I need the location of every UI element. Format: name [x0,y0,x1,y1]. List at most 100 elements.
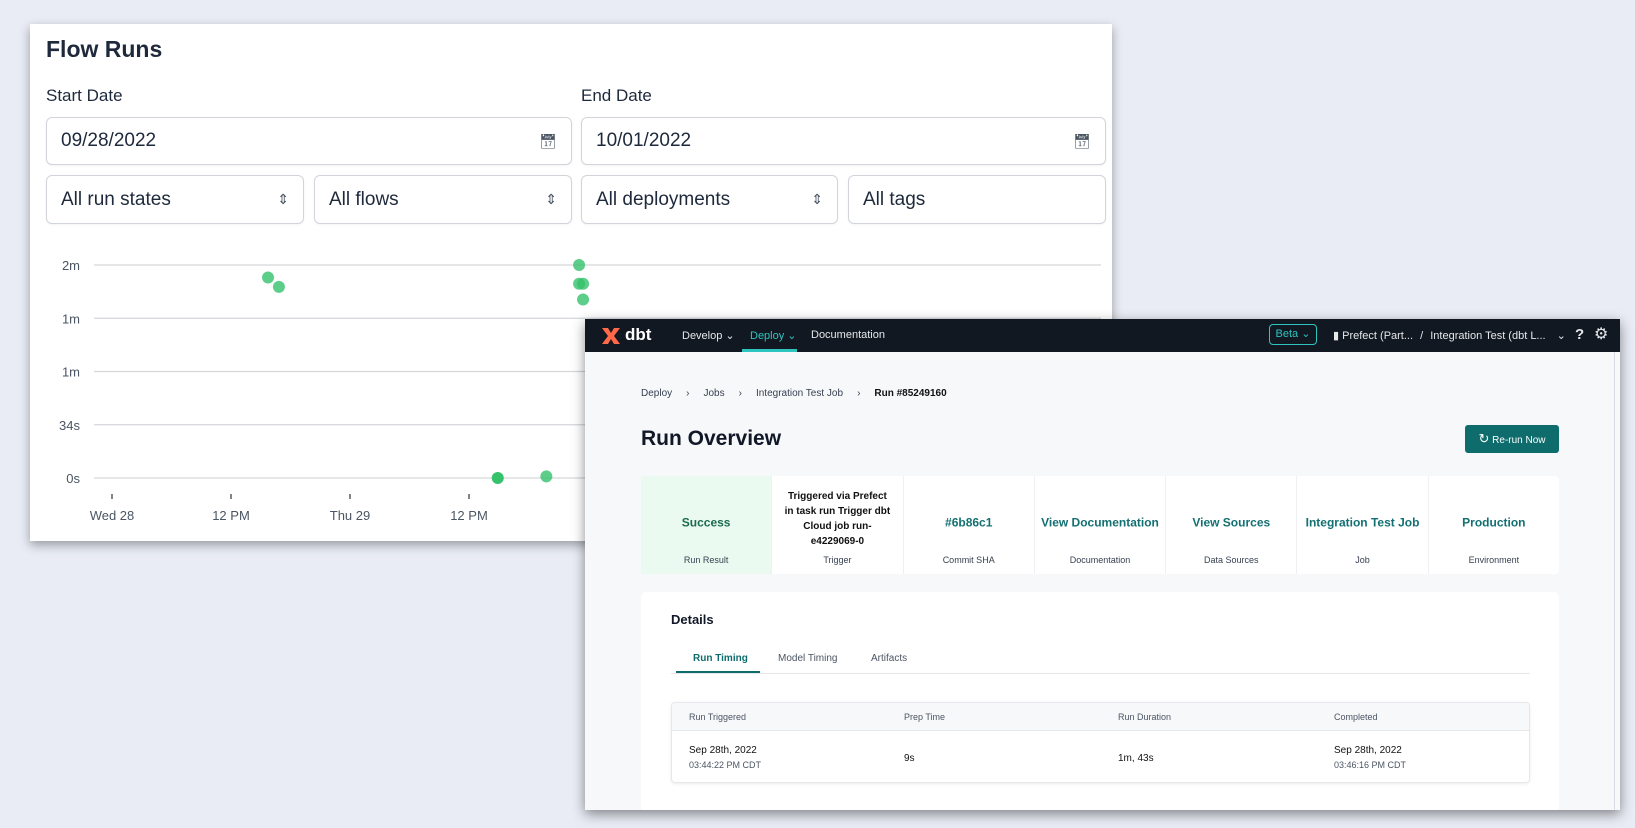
nav-documentation[interactable]: Documentation [811,329,885,341]
y-tick-label: 1m [62,311,80,326]
nav-develop[interactable]: Develop ⌄ [682,330,735,342]
overview-card-documentation[interactable]: View Documentation Documentation [1035,476,1167,574]
breadcrumb-run: Run #85249160 [874,388,947,399]
data-point [262,271,275,284]
dbt-window: dbt Develop ⌄ Deploy ⌄ Documentation Bet… [585,319,1620,810]
top-nav: dbt Develop ⌄ Deploy ⌄ Documentation Bet… [585,319,1620,352]
card-label: Data Sources [1204,555,1259,565]
start-date-value: 09/28/2022 [61,130,157,151]
folder-icon: ▮ [1333,330,1340,342]
breadcrumb-deploy[interactable]: Deploy [641,388,673,399]
table-header [672,703,1529,731]
y-tick-label: 0s [66,471,80,486]
header-completed: Completed [1334,712,1378,722]
deployment-select[interactable]: All deployments ⇕ [581,175,838,224]
calendar-icon[interactable]: 📅︎ [1073,132,1091,149]
card-label: Environment [1468,555,1520,565]
flow-runs-panel: Flow Runs Start Date End Date 09/28/2022… [30,24,1112,541]
x-tick-label: Thu 29 [330,508,370,523]
header-prep-time: Prep Time [904,712,946,722]
card-label: Commit SHA [942,555,995,565]
tags-value: All tags [863,188,926,210]
nav-deploy[interactable]: Deploy ⌄ [750,330,797,342]
card-value[interactable]: View Documentation [1041,515,1159,530]
overview-card-data-sources[interactable]: View Sources Data Sources [1166,476,1298,574]
tabs-divider [671,673,1530,674]
tab-model-timing[interactable]: Model Timing [778,653,838,664]
card-value[interactable]: Integration Test Job [1305,515,1420,530]
help-icon[interactable]: ? [1575,326,1585,343]
x-tick-label: 12 PM [450,508,488,523]
triggered-date: Sep 28th, 2022 [689,745,757,756]
page-title: Flow Runs [46,36,163,62]
breadcrumb: Deploy › Jobs › Integration Test Job › Run … [641,388,947,399]
gear-icon[interactable]: ⚙ [1594,326,1609,343]
tab-run-timing[interactable]: Run Timing [693,653,748,664]
start-date-label: Start Date [46,86,123,105]
up-down-chevron-icon: ⇕ [277,191,289,207]
start-date-input[interactable]: 09/28/2022 📅︎ [46,117,572,165]
end-date-value: 10/01/2022 [596,130,692,151]
card-label: Job [1355,555,1370,565]
chevron-down-icon: ⌄ [1556,330,1566,342]
dbt-logo-text: dbt [625,325,652,344]
calendar-icon[interactable]: 📅︎ [539,132,557,149]
card-value: Success [681,515,731,530]
completed-date: Sep 28th, 2022 [1334,745,1402,756]
up-down-chevron-icon: ⇕ [545,191,557,207]
up-down-chevron-icon: ⇕ [811,191,823,207]
account-selector[interactable]: ▮ Prefect (Part... / Integration Test (d… [1333,330,1566,342]
select-value: All deployments [596,188,731,210]
overview-card-trigger: Triggered via Prefect in task run Trigge… [772,476,904,574]
prep-time: 9s [904,753,915,764]
beta-button[interactable]: Beta ⌄ [1269,324,1317,345]
tags-input[interactable]: All tags [848,175,1106,224]
overview-card-environment[interactable]: Production Environment [1429,476,1559,574]
data-point [491,472,504,484]
active-nav-indicator [742,349,797,352]
rerun-button[interactable]: ↻ Re-run Now [1465,425,1559,453]
active-tab-indicator [676,671,760,673]
card-value: Triggered via Prefect in task run Trigge… [784,491,891,547]
end-date-label: End Date [581,86,652,105]
data-point [573,259,586,271]
header-run-duration: Run Duration [1118,712,1172,722]
x-tick-label: 12 PM [212,508,250,523]
y-tick-label: 2m [62,258,80,273]
refresh-icon: ↻ [1478,431,1490,446]
data-point [540,470,553,483]
breadcrumb-job[interactable]: Integration Test Job [755,388,844,399]
data-point [577,293,590,306]
card-label: Documentation [1069,555,1131,565]
overview-card-run-result: Success Run Result [641,476,773,574]
details-card: Details Run Timing Model Timing Artifact… [641,592,1559,810]
select-value: All run states [61,188,171,210]
scrollbar[interactable] [1614,352,1615,810]
breadcrumb-jobs[interactable]: Jobs [703,388,725,399]
details-title: Details [671,612,714,627]
overview-card-job[interactable]: Integration Test Job Job [1297,476,1429,574]
end-date-input[interactable]: 10/01/2022 📅︎ [581,117,1106,165]
card-value[interactable]: View Sources [1192,515,1271,530]
run-overview-cards: Success Run Result Triggered via Prefect i… [641,476,1559,574]
dbt-logo-icon [602,328,620,344]
triggered-time: 03:44:22 PM CDT [689,760,762,770]
card-label: Run Result [683,555,729,565]
card-value[interactable]: #6b86c1 [945,515,993,530]
run-timing-table: Run Triggered Prep Time Run Duration Com… [671,702,1530,783]
x-tick-label: Wed 28 [90,508,135,523]
flow-select[interactable]: All flows ⇕ [314,175,572,224]
completed-time: 03:46:16 PM CDT [1334,760,1407,770]
data-point [272,280,285,293]
header-run-triggered: Run Triggered [689,712,747,722]
tab-artifacts[interactable]: Artifacts [871,653,908,664]
y-tick-label: 1m [62,365,80,380]
card-label: Trigger [823,555,852,565]
run-state-select[interactable]: All run states ⇕ [46,175,304,224]
card-value[interactable]: Production [1462,515,1526,530]
page-title: Run Overview [641,427,782,450]
overview-card-commit-sha[interactable]: #6b86c1 Commit SHA [904,476,1035,574]
data-point [577,277,590,290]
select-value: All flows [329,188,399,210]
run-duration: 1m, 43s [1118,753,1154,764]
